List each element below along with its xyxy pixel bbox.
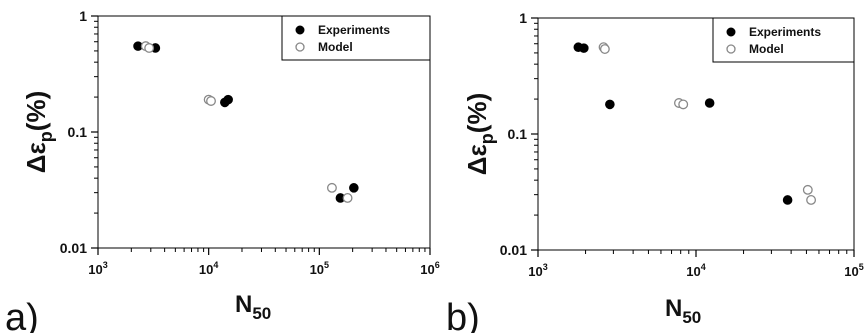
legend-marker	[726, 27, 736, 37]
legend: Experiments Model	[281, 15, 431, 61]
experiment-point	[605, 99, 615, 110]
x-tick-label: 104	[199, 260, 218, 277]
x-tick-label: 103	[88, 260, 107, 277]
experiment-point	[579, 43, 589, 53]
x-tick-label: 104	[686, 262, 705, 279]
panel-label: b)	[446, 297, 480, 333]
model-point	[144, 43, 155, 53]
x-tick-label: 106	[420, 260, 439, 277]
model-point	[802, 184, 813, 195]
legend: Experiments Model	[712, 17, 855, 63]
legend-label: Experiments	[749, 25, 821, 39]
y-tick-label: 0.1	[508, 126, 528, 142]
legend-label: Experiments	[318, 23, 390, 37]
model-point	[678, 99, 689, 110]
legend-label: Model	[749, 42, 784, 56]
chart-panel-2: 103 104 105 0.01 0.1 1 Experiments Model N50 Δεp(…	[446, 10, 864, 333]
x-axis-label: N50	[665, 295, 701, 327]
model-point	[206, 96, 216, 106]
legend-marker	[295, 42, 305, 52]
legend-marker	[726, 44, 736, 54]
x-axis-label: N50	[235, 291, 271, 323]
experiment-point	[349, 183, 359, 193]
legend-box	[712, 17, 855, 63]
experiment-point	[704, 98, 715, 108]
panel-label: a)	[5, 297, 39, 333]
legend-label: Model	[318, 40, 353, 54]
model-point	[806, 195, 817, 205]
chart-panel-1: 103 104 105 106 0.01 0.1 1 Experiments Model N50 Δ…	[5, 8, 440, 333]
model-point	[599, 44, 610, 54]
model-point	[342, 193, 353, 203]
legend-marker	[295, 25, 305, 35]
y-axis-label: Δεp(%)	[462, 93, 497, 175]
y-tick-label: 1	[79, 8, 87, 24]
y-tick-label: 0.01	[60, 240, 87, 256]
y-axis-label: Δεp(%)	[21, 91, 56, 173]
legend-box	[281, 15, 431, 61]
y-tick-label: 0.1	[68, 124, 88, 140]
experiment-point	[223, 94, 233, 105]
x-tick-label: 103	[528, 262, 547, 279]
y-tick-label: 0.01	[500, 242, 527, 258]
model-point	[326, 182, 337, 193]
y-tick-label: 1	[519, 10, 527, 26]
x-tick-label: 105	[844, 262, 863, 279]
experiment-point	[782, 195, 793, 205]
x-tick-label: 105	[310, 260, 329, 277]
